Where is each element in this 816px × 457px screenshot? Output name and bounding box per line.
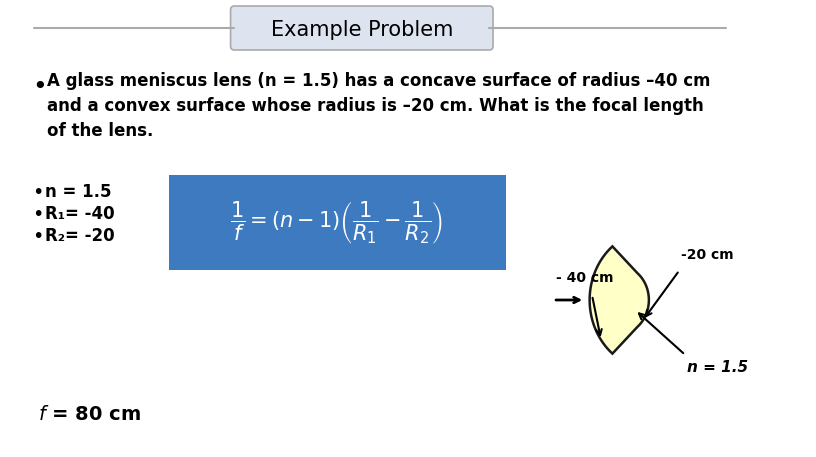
Text: n = 1.5: n = 1.5 (687, 360, 748, 375)
Text: -20 cm: -20 cm (681, 248, 734, 262)
Text: $\dfrac{1}{f} = (n-1)\left(\dfrac{1}{R_1} - \dfrac{1}{R_2}\right)$: $\dfrac{1}{f} = (n-1)\left(\dfrac{1}{R_1… (229, 200, 443, 246)
Text: $\mathit{f}$ = 80 cm: $\mathit{f}$ = 80 cm (38, 405, 141, 424)
Text: •: • (32, 205, 43, 224)
Polygon shape (590, 246, 649, 354)
Text: n = 1.5: n = 1.5 (45, 183, 111, 201)
Text: •: • (32, 227, 43, 246)
Text: Example Problem: Example Problem (271, 20, 453, 40)
Text: R₁= -40: R₁= -40 (45, 205, 114, 223)
Text: A glass meniscus lens (n = 1.5) has a concave surface of radius –40 cm
and a con: A glass meniscus lens (n = 1.5) has a co… (47, 72, 711, 140)
Text: R₂= -20: R₂= -20 (45, 227, 114, 245)
Text: •: • (32, 183, 43, 202)
Text: - 40 cm: - 40 cm (556, 271, 613, 285)
FancyBboxPatch shape (231, 6, 493, 50)
FancyBboxPatch shape (169, 175, 506, 270)
Text: $\dfrac{1}{f} = (1.5-1)\!\left(\dfrac{{}^-1}{20\ \mathrm{cm}} - \dfrac{1}{(-40\ : $\dfrac{1}{f} = (1.5-1)\!\left(\dfrac{{}… (37, 310, 472, 350)
Text: •: • (32, 75, 47, 99)
